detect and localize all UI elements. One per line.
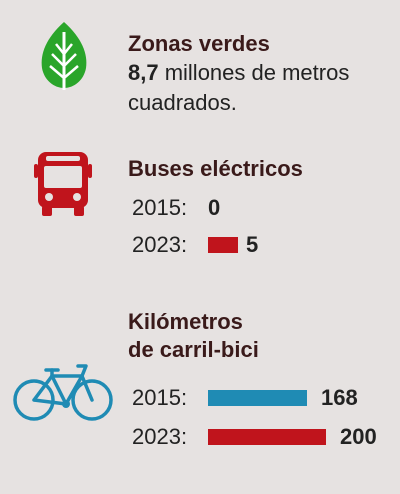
bici-bar	[208, 429, 326, 445]
buses-bar	[208, 237, 238, 253]
zonas-value: 8,7	[128, 60, 159, 85]
bici-bar	[208, 390, 307, 406]
zonas-description: 8,7 millones de metros cuadrados.	[128, 58, 388, 118]
bici-year-label: 2023:	[132, 424, 188, 449]
bus-icon	[34, 152, 92, 216]
bicycle-icon	[13, 364, 113, 421]
leaf-icon	[41, 22, 87, 90]
bici-value-label: 168	[321, 385, 358, 410]
buses-value-label: 0	[208, 195, 221, 220]
buses-title: Buses eléctricos	[128, 156, 303, 181]
bici-year-label: 2015:	[132, 385, 188, 410]
zonas-title: Zonas verdes	[128, 31, 270, 56]
bici-title-line1: Kilómetros	[128, 309, 243, 334]
buses-year-label: 2023:	[132, 232, 188, 257]
zonas-value-rest: millones de metros cuadrados.	[128, 60, 350, 115]
buses-value-label: 5	[246, 232, 259, 257]
bici-title-line2: de carril-bici	[128, 337, 259, 362]
buses-year-label: 2015:	[132, 195, 188, 220]
bici-value-label: 200	[340, 424, 377, 449]
